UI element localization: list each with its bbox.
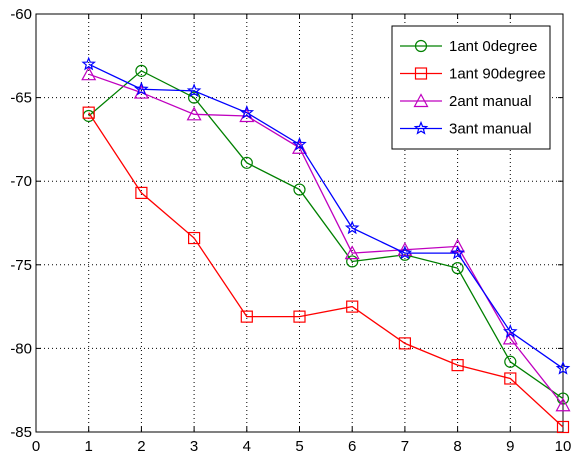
legend-entry: 1ant 90degree — [400, 66, 546, 83]
data-point — [397, 245, 413, 260]
legend-label: 3ant manual — [449, 121, 532, 138]
legend-marker — [414, 67, 428, 80]
series-line — [88, 70, 564, 400]
data-point — [502, 330, 518, 345]
y-tick-label: -70 — [10, 173, 32, 190]
data-point — [556, 420, 570, 434]
legend-label: 1ant 90degree — [449, 66, 546, 83]
data-point — [240, 156, 253, 169]
legend-entry: 2ant manual — [400, 93, 532, 110]
series-layer — [81, 56, 571, 434]
x-tick-label: 6 — [348, 438, 356, 455]
data-point — [450, 245, 465, 260]
axes-layer: 0 1 2 3 4 5 6 7 8 9 10 -60 -65 -70 -75 -80 -85 — [10, 6, 571, 455]
series-1 — [82, 64, 570, 405]
data-point — [504, 355, 517, 368]
x-tick-label: 2 — [137, 438, 145, 455]
x-tick-label: 9 — [506, 438, 514, 455]
x-tick-label: 10 — [555, 438, 572, 455]
data-point — [346, 300, 359, 313]
data-point — [188, 91, 201, 104]
plot-frame — [35, 13, 564, 433]
x-tick-label: 8 — [453, 438, 461, 455]
data-point — [135, 186, 148, 200]
data-point — [134, 81, 149, 96]
series-4 — [81, 56, 571, 375]
x-tick-label: 7 — [401, 438, 409, 455]
data-point — [451, 359, 464, 372]
data-point — [188, 231, 201, 245]
x-tick-label: 1 — [85, 438, 93, 455]
legend-label: 1ant 0degree — [449, 38, 537, 55]
x-tick-label: 0 — [32, 438, 40, 455]
data-point — [346, 255, 359, 268]
y-tick-label: -80 — [10, 340, 32, 357]
data-point — [292, 136, 307, 151]
x-tick-label: 3 — [190, 438, 198, 455]
data-point — [503, 324, 518, 338]
data-point — [450, 238, 466, 253]
data-point — [293, 310, 306, 323]
data-point — [451, 262, 464, 275]
data-point — [82, 106, 95, 119]
legend-entry: 3ant manual — [400, 121, 532, 138]
legend-marker — [413, 120, 429, 135]
data-point — [344, 220, 360, 235]
data-point — [293, 183, 306, 196]
data-point — [344, 245, 360, 260]
data-point — [555, 360, 571, 375]
legend-label: 2ant manual — [449, 93, 532, 110]
data-point — [135, 64, 148, 77]
series-2 — [82, 106, 570, 434]
x-tick-label: 4 — [243, 438, 251, 455]
y-tick-label: -60 — [10, 6, 32, 23]
legend-marker — [414, 39, 428, 53]
data-point — [555, 397, 571, 412]
y-tick-label: -65 — [10, 90, 32, 107]
data-point — [186, 83, 202, 98]
data-point — [81, 66, 97, 81]
data-point — [81, 56, 96, 71]
data-point — [240, 310, 253, 323]
y-tick-label: -85 — [10, 424, 32, 441]
series-line — [88, 63, 564, 369]
legend-entry: 1ant 0degree — [400, 38, 537, 55]
x-tick-label: 5 — [295, 438, 303, 455]
data-point — [186, 106, 202, 121]
data-point — [398, 337, 411, 350]
y-tick-label: -75 — [10, 257, 32, 274]
data-point — [504, 372, 517, 385]
legend: 1ant 0degree 1ant 90degree 2ant manual 3ant… — [391, 25, 551, 150]
series-line — [88, 112, 564, 428]
legend-marker — [413, 93, 429, 108]
data-point — [239, 105, 255, 119]
